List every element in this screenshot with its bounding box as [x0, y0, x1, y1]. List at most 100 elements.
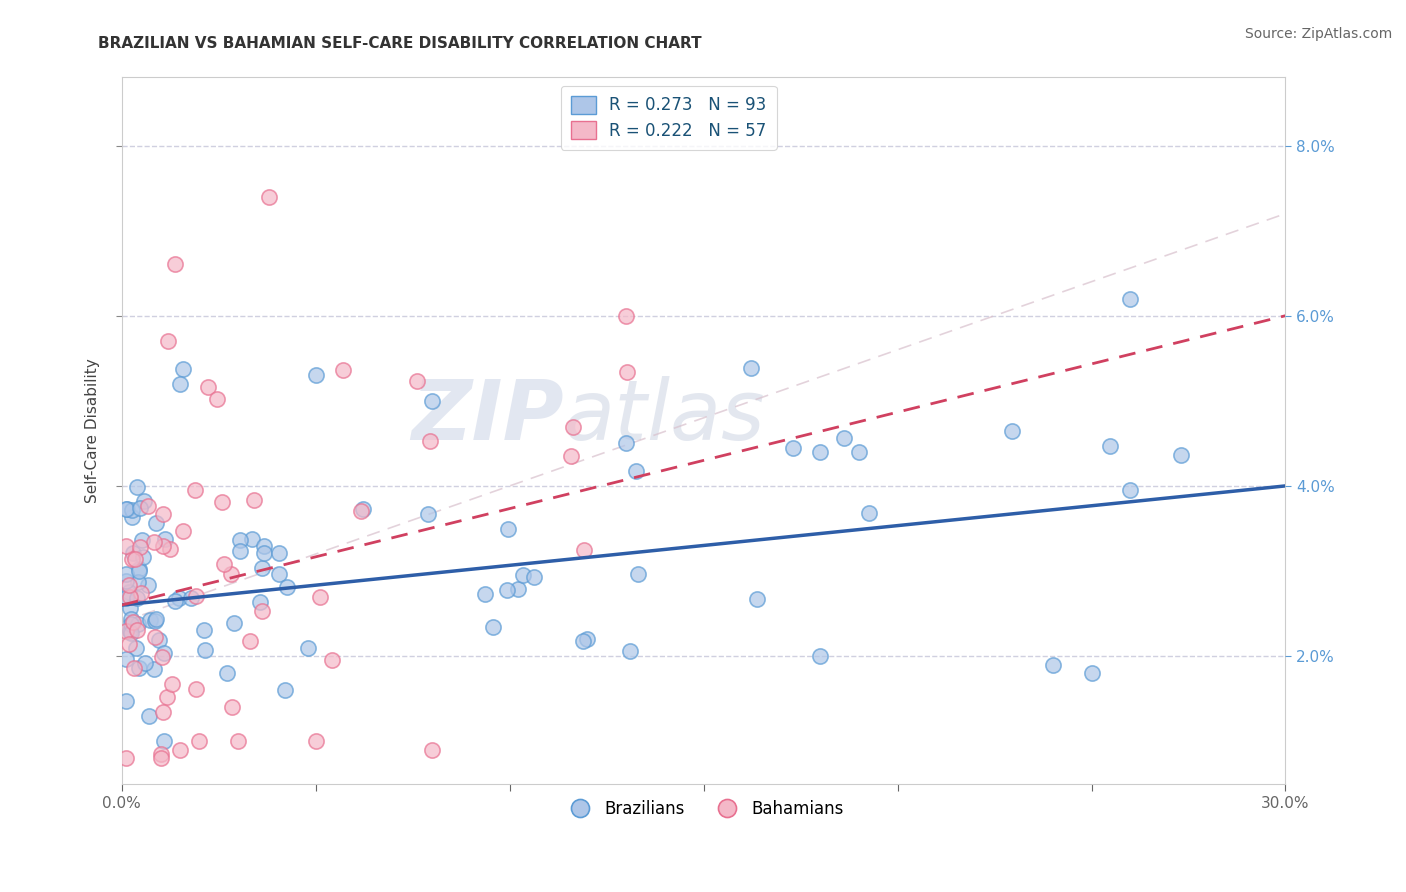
Point	[561, 420, 583, 434]
Point	[121, 551, 143, 566]
Point	[159, 542, 181, 557]
Point	[122, 546, 145, 560]
Point	[145, 615, 167, 629]
Point	[172, 524, 194, 539]
Point	[1099, 439, 1122, 453]
Point	[139, 613, 162, 627]
Point	[125, 641, 148, 656]
Point	[194, 643, 217, 657]
Point	[156, 690, 179, 705]
Point	[114, 502, 136, 516]
Point	[124, 551, 146, 566]
Text: BRAZILIAN VS BAHAMIAN SELF-CARE DISABILITY CORRELATION CHART: BRAZILIAN VS BAHAMIAN SELF-CARE DISABILI…	[98, 36, 702, 51]
Point	[143, 630, 166, 644]
Point	[474, 587, 496, 601]
Point	[127, 574, 149, 589]
Point	[128, 660, 150, 674]
Point	[180, 591, 202, 606]
Point	[120, 591, 142, 605]
Point	[120, 611, 142, 625]
Point	[276, 581, 298, 595]
Point	[169, 376, 191, 391]
Point	[122, 661, 145, 675]
Point	[149, 747, 172, 762]
Point	[242, 492, 264, 507]
Point	[226, 734, 249, 748]
Point	[858, 506, 880, 520]
Point	[619, 644, 641, 658]
Point	[740, 360, 762, 375]
Point	[118, 578, 141, 592]
Point	[574, 543, 596, 558]
Point	[142, 662, 165, 676]
Point	[132, 494, 155, 508]
Point	[153, 532, 176, 546]
Text: atlas: atlas	[564, 376, 766, 457]
Point	[127, 617, 149, 632]
Point	[297, 641, 319, 656]
Point	[184, 681, 207, 696]
Point	[250, 560, 273, 574]
Point	[267, 546, 290, 560]
Legend: Brazilians, Bahamians: Brazilians, Bahamians	[557, 794, 851, 825]
Point	[165, 257, 187, 271]
Point	[143, 534, 166, 549]
Point	[496, 582, 519, 597]
Point	[129, 586, 152, 600]
Point	[184, 483, 207, 498]
Point	[118, 601, 141, 615]
Point	[215, 665, 238, 680]
Point	[125, 623, 148, 637]
Point	[115, 502, 138, 516]
Point	[305, 368, 328, 383]
Point	[406, 375, 429, 389]
Point	[152, 539, 174, 553]
Point	[114, 539, 136, 553]
Point	[211, 495, 233, 509]
Point	[419, 434, 441, 448]
Point	[420, 393, 443, 408]
Point	[523, 570, 546, 584]
Point	[309, 590, 332, 604]
Point	[114, 624, 136, 638]
Point	[305, 734, 328, 748]
Point	[624, 464, 647, 478]
Point	[274, 683, 297, 698]
Point	[508, 582, 530, 597]
Point	[207, 392, 229, 406]
Point	[129, 501, 152, 516]
Point	[118, 585, 141, 599]
Point	[118, 624, 141, 639]
Point	[188, 734, 211, 748]
Point	[138, 709, 160, 723]
Point	[136, 499, 159, 513]
Point	[167, 591, 190, 605]
Point	[253, 546, 276, 560]
Point	[848, 445, 870, 459]
Point	[131, 533, 153, 547]
Point	[114, 751, 136, 765]
Point	[1042, 657, 1064, 672]
Point	[1001, 424, 1024, 438]
Point	[416, 508, 439, 522]
Point	[160, 677, 183, 691]
Point	[121, 615, 143, 630]
Point	[614, 436, 637, 450]
Point	[221, 700, 243, 714]
Point	[229, 533, 252, 548]
Point	[481, 620, 503, 634]
Point	[152, 705, 174, 719]
Point	[114, 591, 136, 605]
Point	[120, 616, 142, 631]
Point	[257, 189, 280, 203]
Point	[152, 734, 174, 748]
Point	[121, 510, 143, 524]
Point	[512, 568, 534, 582]
Point	[253, 539, 276, 553]
Point	[1080, 666, 1102, 681]
Point	[136, 578, 159, 592]
Point	[197, 379, 219, 393]
Point	[420, 742, 443, 756]
Point	[250, 605, 273, 619]
Point	[165, 594, 187, 608]
